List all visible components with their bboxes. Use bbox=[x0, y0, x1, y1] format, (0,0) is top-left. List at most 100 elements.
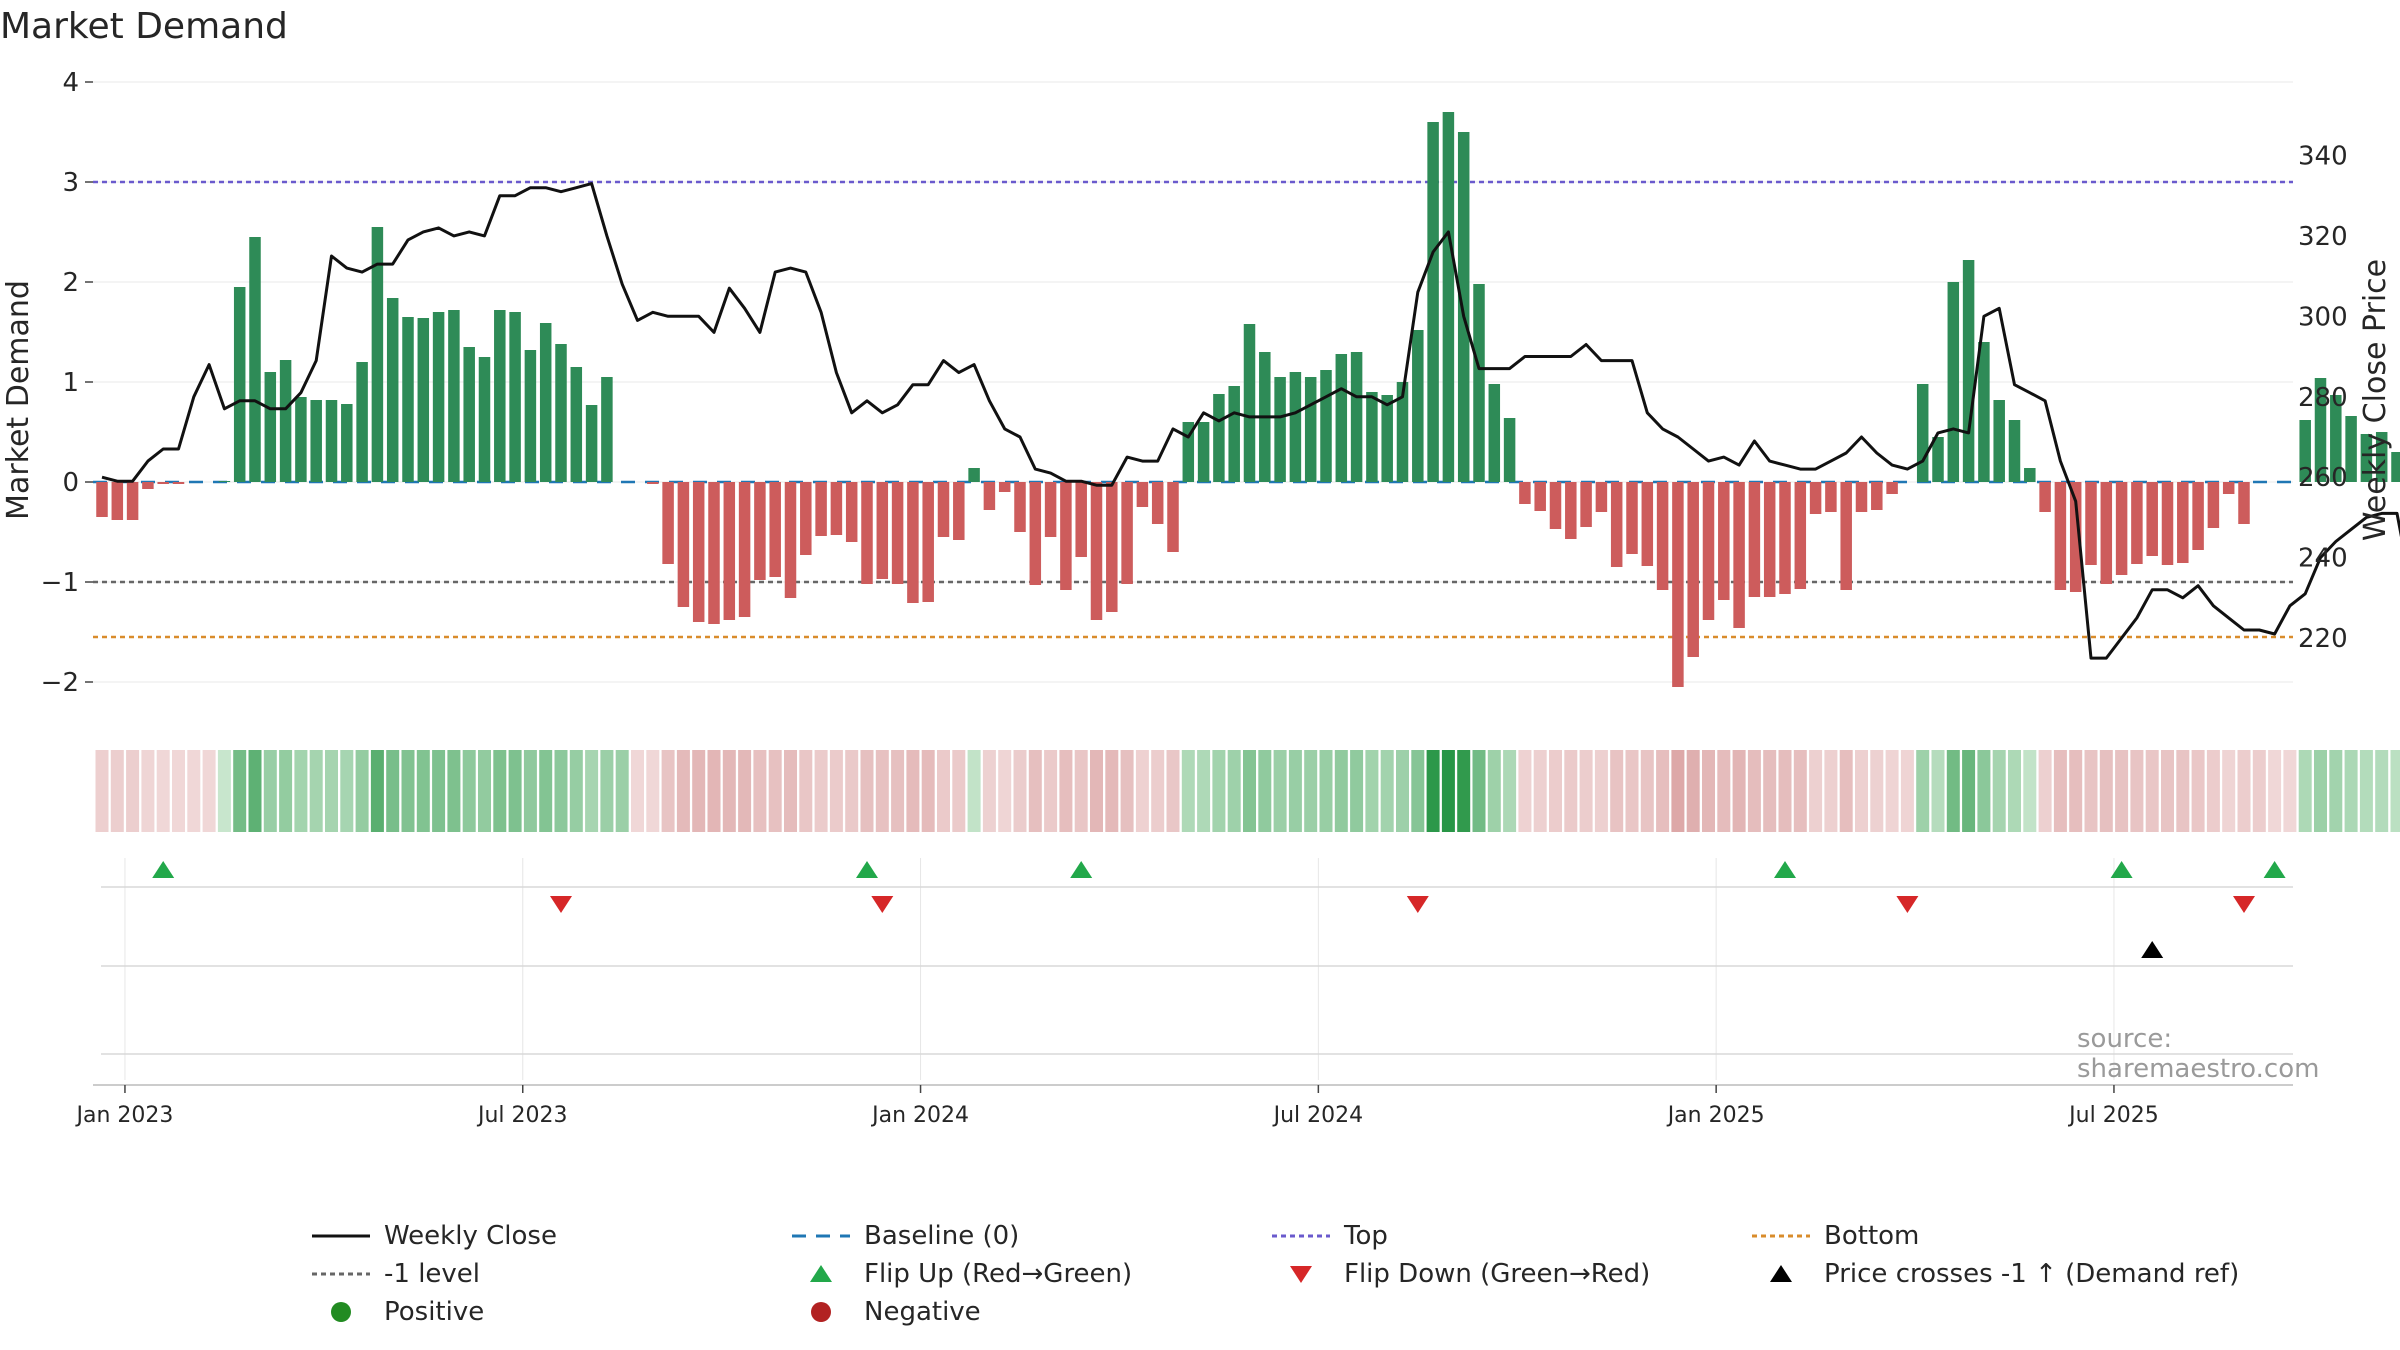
legend-key-icon bbox=[780, 1217, 850, 1255]
heat-cell bbox=[432, 750, 446, 832]
heat-cell bbox=[921, 750, 935, 832]
heat-cell bbox=[1885, 750, 1899, 832]
heat-cell bbox=[1227, 750, 1241, 832]
legend-label: Weekly Close bbox=[384, 1221, 557, 1251]
heat-cell bbox=[967, 750, 981, 832]
demand-bar-positive bbox=[1442, 112, 1455, 482]
legend-item: Negative bbox=[780, 1293, 981, 1331]
demand-bar-negative bbox=[876, 482, 889, 579]
heat-cell bbox=[1441, 750, 1455, 832]
demand-bar-positive bbox=[2345, 416, 2357, 482]
legend-label: Flip Up (Red→Green) bbox=[864, 1259, 1133, 1289]
heat-cell bbox=[340, 750, 354, 832]
heat-cell bbox=[2191, 750, 2205, 832]
left-tick-label: 3 bbox=[62, 168, 79, 198]
flip-up-marker bbox=[152, 861, 175, 878]
heat-cell bbox=[2222, 750, 2236, 832]
heat-cell bbox=[1273, 750, 1287, 832]
demand-bar-positive bbox=[264, 372, 277, 482]
demand-bar-positive bbox=[386, 298, 399, 482]
heat-cell bbox=[2069, 750, 2083, 832]
heat-cell bbox=[2084, 750, 2098, 832]
demand-bar-positive bbox=[1243, 324, 1256, 482]
demand-bar-positive bbox=[341, 404, 353, 482]
axes: 4 3 2 1 0 −1 −2 Market Demand 340 320 300 280 260 240… bbox=[1, 68, 2393, 1128]
heat-cell bbox=[233, 750, 247, 832]
heat-cell bbox=[1503, 750, 1517, 832]
right-tick-label: 320 bbox=[2298, 222, 2348, 252]
demand-bar-negative bbox=[845, 482, 858, 542]
heat-cell bbox=[2176, 750, 2190, 832]
heat-cell bbox=[692, 750, 706, 832]
demand-bar-positive bbox=[279, 360, 292, 482]
heat-cell bbox=[1334, 750, 1348, 832]
demand-bar-negative bbox=[830, 482, 843, 535]
demand-bar-negative bbox=[96, 482, 108, 517]
legend-key-icon bbox=[780, 1293, 850, 1331]
heat-cell bbox=[1870, 750, 1884, 832]
heat-cell bbox=[1594, 750, 1608, 832]
right-tick-label: 260 bbox=[2298, 463, 2348, 493]
right-axis-title: Weekly Close Price bbox=[2358, 259, 2393, 541]
demand-bar-positive bbox=[1916, 384, 1929, 482]
demand-bar-negative bbox=[953, 482, 965, 540]
demand-bar-positive bbox=[2008, 420, 2021, 482]
heat-cell bbox=[1977, 750, 1991, 832]
heat-cell bbox=[462, 750, 476, 832]
heat-cell bbox=[1365, 750, 1379, 832]
demand-bar-negative bbox=[1855, 482, 1868, 512]
heat-cell bbox=[569, 750, 583, 832]
x-tick-label: Jan 2023 bbox=[74, 1103, 173, 1128]
heat-cell bbox=[2008, 750, 2021, 832]
heat-cell bbox=[1151, 750, 1165, 832]
demand-bar-negative bbox=[815, 482, 827, 536]
flip-markers bbox=[101, 861, 2293, 1055]
right-tick-label: 300 bbox=[2298, 302, 2348, 332]
heat-cell bbox=[1181, 750, 1195, 832]
heat-cell bbox=[493, 750, 507, 832]
heat-cell bbox=[2344, 750, 2358, 832]
heat-cell bbox=[1962, 750, 1976, 832]
heat-cell bbox=[2099, 750, 2113, 832]
heat-cell bbox=[891, 750, 905, 832]
x-tick-label: Jan 2025 bbox=[1666, 1103, 1765, 1128]
flip-up-marker bbox=[856, 861, 878, 878]
demand-bar-negative bbox=[1779, 482, 1791, 594]
demand-bar-positive bbox=[1213, 394, 1225, 482]
heat-cell bbox=[1013, 750, 1027, 832]
demand-bar-positive bbox=[1350, 352, 1363, 482]
demand-bar-negative bbox=[1656, 482, 1669, 590]
heat-cell bbox=[1579, 750, 1593, 832]
demand-bar-negative bbox=[692, 482, 705, 622]
heat-cell bbox=[325, 750, 338, 832]
demand-bar-negative bbox=[2069, 482, 2082, 592]
demand-bar-positive bbox=[432, 312, 445, 482]
heat-cell bbox=[1533, 750, 1547, 832]
demand-bar-negative bbox=[1167, 482, 1179, 552]
demand-bar-negative bbox=[2085, 482, 2097, 565]
demand-bar-positive bbox=[417, 318, 430, 482]
demand-bar-positive bbox=[1978, 342, 1990, 482]
demand-bar-negative bbox=[708, 482, 720, 624]
heat-cell bbox=[1044, 750, 1058, 832]
heat-cell bbox=[1946, 750, 1960, 832]
demand-bar-negative bbox=[2115, 482, 2128, 575]
heat-cell bbox=[829, 750, 843, 832]
demand-bar-positive bbox=[2314, 378, 2327, 482]
demand-bar-positive bbox=[539, 323, 552, 482]
heat-cell bbox=[1487, 750, 1501, 832]
legend-label: Flip Down (Green→Red) bbox=[1344, 1259, 1651, 1289]
legend-item: Positive bbox=[300, 1293, 484, 1331]
heat-cell bbox=[2130, 750, 2144, 832]
demand-bar-negative bbox=[2207, 482, 2220, 528]
demand-bar-positive bbox=[1197, 422, 1210, 482]
demand-bar-positive bbox=[1503, 418, 1516, 482]
heat-cell bbox=[615, 750, 629, 832]
demand-bar-negative bbox=[1565, 482, 1577, 539]
demand-bar-positive bbox=[249, 237, 261, 482]
heat-cell bbox=[2161, 750, 2174, 832]
right-tick-label: 280 bbox=[2298, 383, 2348, 413]
flip-down-marker bbox=[2233, 896, 2255, 913]
heat-cell bbox=[845, 750, 859, 832]
demand-bar-negative bbox=[1626, 482, 1638, 554]
